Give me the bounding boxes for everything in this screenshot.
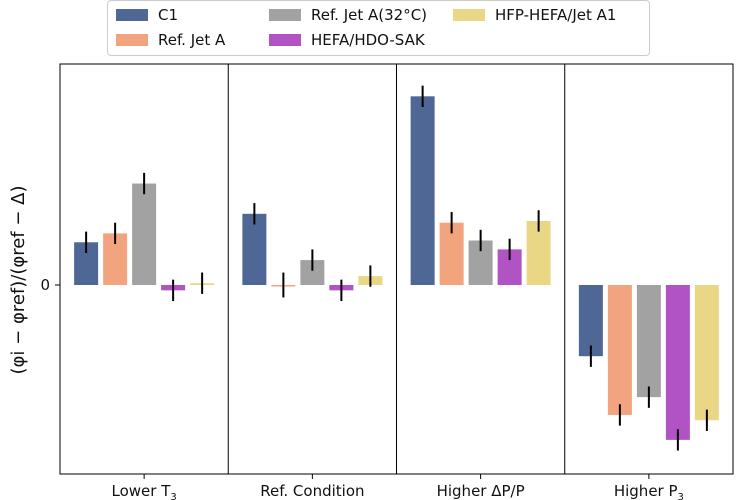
bar-higher_dp-0 <box>410 96 435 285</box>
legend-item-4: HFP-HEFA/Jet A1 <box>453 6 616 24</box>
legend-swatch <box>116 34 148 46</box>
legend-label: HFP-HEFA/Jet A1 <box>495 6 617 24</box>
legend-label: Ref. Jet A(32°C) <box>311 6 428 24</box>
legend: C1 Ref. Jet A Ref. Jet A(32°C) HEFA/HDO-SAK… <box>107 0 650 56</box>
bar-higher_p3-1 <box>607 285 632 415</box>
legend-swatch <box>269 34 301 46</box>
x-tick-label-ref_condition: Ref. Condition <box>260 482 364 500</box>
bar-higher_p3-0 <box>578 285 603 357</box>
bar-ref_condition-0 <box>242 213 267 285</box>
x-tick-label-lower_t3: Lower T3 <box>112 482 177 500</box>
bar-lower_t3-2 <box>132 183 157 285</box>
bar-higher_p3-4 <box>694 285 719 421</box>
legend-item-3: HEFA/HDO-SAK <box>269 31 425 49</box>
y-axis-label: (φi − φref)/(φref − Δ) <box>8 186 29 375</box>
x-tick-label-higher_dp: Higher ΔP/P <box>437 482 525 500</box>
legend-swatch <box>269 9 301 21</box>
plot-frame <box>59 63 734 475</box>
legend-item-0: C1 <box>116 6 178 24</box>
legend-swatch <box>453 9 485 21</box>
legend-label: C1 <box>158 6 179 24</box>
bar-higher_p3-3 <box>665 285 690 440</box>
legend-item-2: Ref. Jet A(32°C) <box>269 6 427 24</box>
legend-item-1: Ref. Jet A <box>116 31 225 49</box>
legend-label: Ref. Jet A <box>158 31 226 49</box>
y-axis-ticks: 0 <box>40 276 60 294</box>
x-axis-ticks: Lower T3 Ref. Condition Higher ΔP/P Higher … <box>112 474 684 500</box>
y-tick-label: 0 <box>40 276 50 294</box>
bar-higher_p3-2 <box>636 285 661 398</box>
error-bars-layer <box>85 85 708 451</box>
x-tick-label-higher_p3: Higher P3 <box>614 482 684 500</box>
legend-swatch <box>116 9 148 21</box>
bars-layer <box>74 96 719 440</box>
legend-label: HEFA/HDO-SAK <box>311 31 425 49</box>
panel-dividers <box>227 64 566 474</box>
